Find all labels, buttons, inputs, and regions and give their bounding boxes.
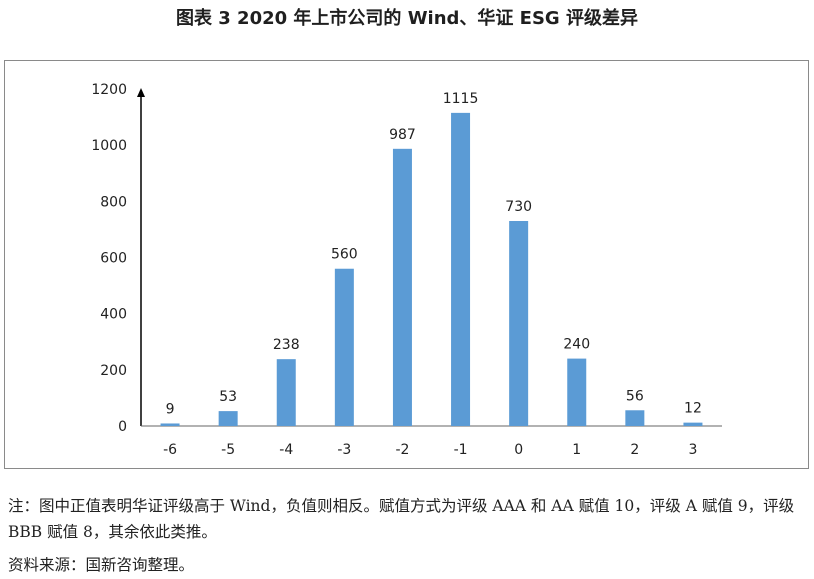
y-axis-arrow: [137, 88, 145, 97]
bar: [451, 112, 471, 426]
y-tick-label: 600: [100, 251, 127, 267]
bar-chart: 0200400600800100012009-653-5238-4560-398…: [91, 82, 722, 458]
bar: [683, 422, 703, 426]
bar-value-label: 560: [331, 247, 358, 263]
chart-frame: [4, 60, 809, 469]
x-tick-label: -4: [279, 442, 293, 458]
chart-note: 注：图中正值表明华证评级高于 Wind，负值则相反。赋值方式为评级 AAA 和 …: [8, 497, 795, 541]
bar: [276, 359, 296, 426]
y-tick-label: 1200: [91, 82, 127, 98]
x-tick-label: 3: [688, 442, 697, 458]
x-tick-label: -3: [337, 442, 351, 458]
x-tick-label: -5: [221, 442, 235, 458]
y-tick-label: 400: [100, 307, 127, 323]
bar-value-label: 730: [505, 199, 532, 215]
bar-value-label: 987: [389, 127, 416, 143]
bar: [625, 410, 645, 426]
x-tick-label: -1: [454, 442, 468, 458]
bar-value-label: 238: [273, 337, 300, 353]
x-tick-label: -2: [395, 442, 409, 458]
bar: [392, 148, 412, 426]
chart-title: 图表 3 2020 年上市公司的 Wind、华证 ESG 评级差异: [176, 8, 638, 29]
y-tick-label: 1000: [91, 138, 127, 154]
bar-value-label: 9: [166, 401, 175, 417]
bar: [160, 423, 180, 426]
bar: [567, 358, 587, 426]
bar-value-label: 12: [684, 401, 702, 417]
x-tick-label: -6: [163, 442, 177, 458]
x-tick-label: 0: [514, 442, 523, 458]
y-tick-label: 0: [118, 419, 127, 435]
x-tick-label: 2: [630, 442, 639, 458]
chart-source: 资料来源：国新咨询整理。: [8, 556, 195, 574]
bar-value-label: 56: [626, 388, 644, 404]
y-tick-label: 200: [100, 363, 127, 379]
bar-value-label: 240: [563, 337, 590, 353]
x-tick-label: 1: [572, 442, 581, 458]
y-tick-label: 800: [100, 194, 127, 210]
bar-value-label: 1115: [443, 91, 479, 107]
bar: [218, 411, 238, 426]
bar-value-label: 53: [219, 389, 237, 405]
bar: [509, 220, 529, 426]
bar: [334, 268, 354, 426]
